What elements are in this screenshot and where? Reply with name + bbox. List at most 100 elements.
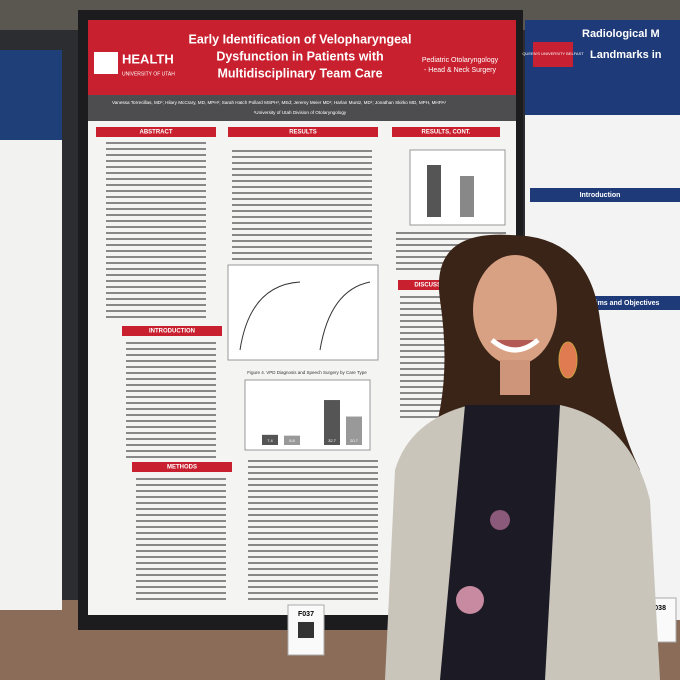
- text-line: [106, 172, 206, 174]
- text-line: [136, 478, 226, 480]
- text-line: [400, 302, 460, 304]
- text-line: [232, 168, 372, 170]
- title: Dysfunction in Patients with: [216, 49, 383, 63]
- text-line: [396, 232, 506, 234]
- text-line: [232, 234, 372, 236]
- text-line: [106, 142, 206, 144]
- authors: Vanessa Torrecillas, MD¹; Hilary McCrary…: [112, 100, 447, 105]
- text-line: [106, 310, 206, 312]
- section-band: [228, 127, 378, 137]
- text-line: [400, 398, 460, 400]
- department: - Head & Neck Surgery: [424, 67, 496, 74]
- earring: [558, 341, 578, 379]
- text-line: [106, 148, 206, 150]
- text-line: [232, 186, 372, 188]
- text-line: [126, 450, 216, 452]
- text-line: [126, 354, 216, 356]
- text-line: [106, 202, 206, 204]
- bar-label: 7.4: [267, 438, 273, 443]
- curve: [239, 281, 371, 351]
- text-line: [248, 472, 378, 474]
- text-line: [248, 562, 378, 564]
- text-line: [232, 228, 372, 230]
- text-line: [248, 532, 378, 534]
- text-line: [106, 244, 206, 246]
- text-line: [248, 538, 378, 540]
- text-line: [400, 350, 460, 352]
- text-line: [400, 374, 460, 376]
- text-line: [136, 508, 226, 510]
- text-line: [106, 154, 206, 156]
- text-line: [232, 162, 372, 164]
- text-line: [106, 238, 206, 240]
- text-line: [400, 368, 460, 370]
- text-line: [106, 166, 206, 168]
- author-band: [88, 95, 516, 121]
- text-line: [106, 178, 206, 180]
- text-line: [126, 408, 216, 410]
- text-line: [400, 410, 460, 412]
- text-line: [232, 210, 372, 212]
- text-line: [136, 484, 226, 486]
- figure-bar: [262, 434, 278, 445]
- text-line: [248, 490, 378, 492]
- left-poster: [0, 50, 62, 610]
- text-line: [106, 298, 206, 300]
- left-poster-header: [0, 50, 62, 140]
- text-line: [136, 520, 226, 522]
- text-line: [248, 496, 378, 498]
- text-line: [400, 356, 460, 358]
- figure-bar: [284, 435, 300, 445]
- poster-header: [88, 20, 516, 95]
- text-line: [106, 256, 206, 258]
- text-line: [126, 372, 216, 374]
- logo: HEALTH: [122, 51, 174, 66]
- figure-bar: [346, 416, 362, 445]
- text-line: [400, 386, 460, 388]
- text-line: [106, 208, 206, 210]
- right-band: [530, 188, 680, 202]
- text-line: [400, 338, 460, 340]
- figure-title: Figure 4. VPD Diagnosis and Speech Surge…: [247, 370, 367, 375]
- text-line: [232, 192, 372, 194]
- text-line: [136, 538, 226, 540]
- text-line: [248, 580, 378, 582]
- text-line: [106, 262, 206, 264]
- text-line: [136, 544, 226, 546]
- section-header: DISCUSSION: [414, 283, 451, 289]
- text-line: [232, 204, 372, 206]
- text-line: [126, 360, 216, 362]
- title: Early Identification of Velopharyngeal: [189, 32, 412, 46]
- figure-bar-shape: [427, 165, 441, 217]
- text-line: [126, 348, 216, 350]
- text-line: [136, 550, 226, 552]
- text-line: [400, 314, 460, 316]
- text-line: [248, 598, 378, 600]
- text-line: [400, 416, 460, 418]
- text-line: [232, 258, 372, 260]
- text-line: [248, 586, 378, 588]
- text-line: [400, 362, 460, 364]
- section-band: [96, 127, 216, 137]
- text-line: [136, 502, 226, 504]
- text-line: [136, 532, 226, 534]
- text-line: [126, 396, 216, 398]
- figure-bar: [324, 400, 340, 445]
- text-line: [396, 238, 506, 240]
- text-line: [248, 526, 378, 528]
- bar-label: 6.8: [289, 438, 295, 443]
- section-header: ABSTRACT: [140, 130, 173, 136]
- text-line: [126, 438, 216, 440]
- right-section: Introduction: [580, 192, 621, 199]
- text-line: [106, 226, 206, 228]
- text-line: [400, 326, 460, 328]
- right-title: Radiological M: [582, 28, 660, 40]
- text-line: [106, 274, 206, 276]
- number-card: [287, 604, 325, 656]
- text-line: [126, 426, 216, 428]
- text-line: [126, 378, 216, 380]
- text-line: [106, 250, 206, 252]
- text-line: [106, 220, 206, 222]
- figure-curves: [227, 264, 379, 361]
